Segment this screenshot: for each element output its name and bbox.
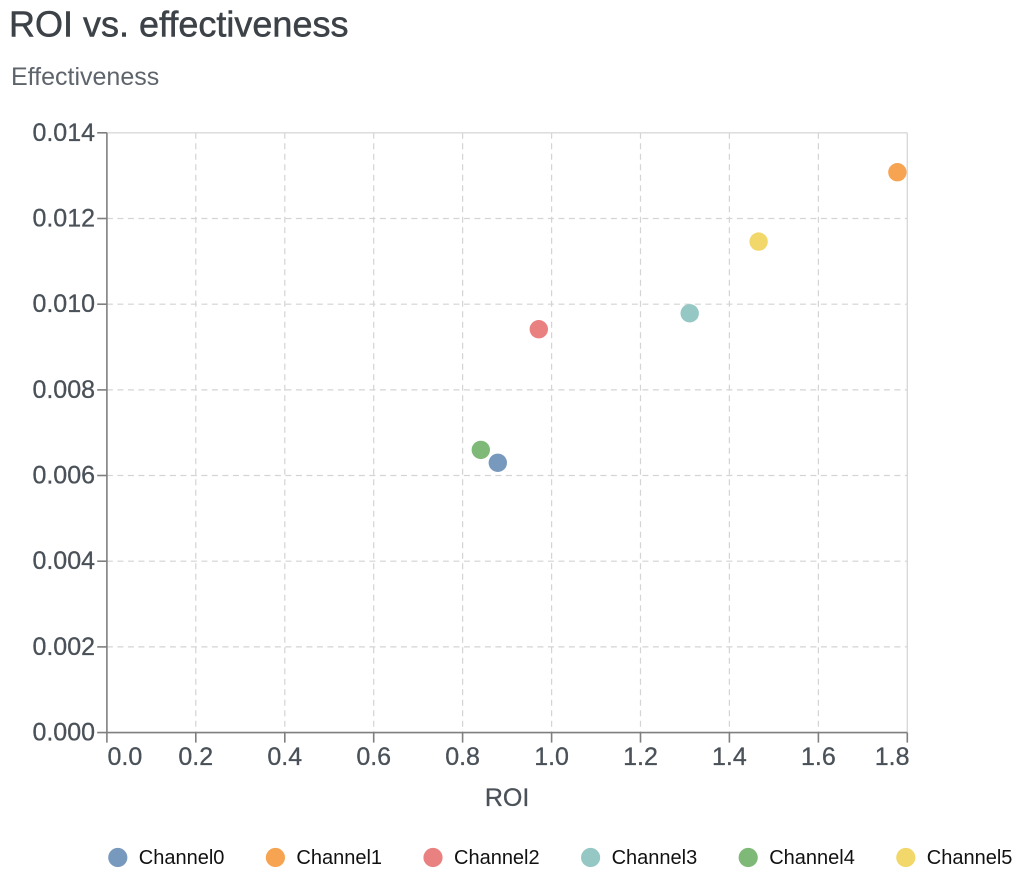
svg-text:1.6: 1.6 — [801, 743, 836, 771]
svg-text:0.004: 0.004 — [32, 547, 95, 575]
svg-text:0.2: 0.2 — [178, 743, 213, 771]
svg-text:Effectiveness: Effectiveness — [11, 63, 159, 91]
svg-text:1.0: 1.0 — [534, 743, 569, 771]
svg-text:0.0: 0.0 — [108, 743, 143, 771]
svg-text:Channel0: Channel0 — [139, 847, 225, 869]
svg-text:0.008: 0.008 — [32, 376, 95, 404]
svg-text:0.010: 0.010 — [32, 290, 95, 318]
svg-text:0.4: 0.4 — [267, 743, 302, 771]
svg-text:Channel4: Channel4 — [769, 847, 855, 869]
svg-text:1.4: 1.4 — [712, 743, 747, 771]
svg-text:0.002: 0.002 — [32, 633, 95, 661]
svg-text:1.8: 1.8 — [875, 743, 910, 771]
svg-text:0.006: 0.006 — [32, 462, 95, 490]
svg-text:0.012: 0.012 — [32, 205, 95, 233]
svg-text:0.8: 0.8 — [445, 743, 480, 771]
svg-text:ROI vs. effectiveness: ROI vs. effectiveness — [9, 4, 348, 45]
svg-text:Channel3: Channel3 — [612, 847, 698, 869]
svg-text:Channel5: Channel5 — [927, 847, 1013, 869]
svg-text:0.014: 0.014 — [32, 119, 95, 147]
svg-text:Channel1: Channel1 — [296, 847, 382, 869]
svg-text:1.2: 1.2 — [623, 743, 658, 771]
svg-text:0.000: 0.000 — [32, 719, 95, 747]
svg-text:Channel2: Channel2 — [454, 847, 540, 869]
svg-text:0.6: 0.6 — [356, 743, 391, 771]
svg-text:ROI: ROI — [485, 784, 529, 812]
